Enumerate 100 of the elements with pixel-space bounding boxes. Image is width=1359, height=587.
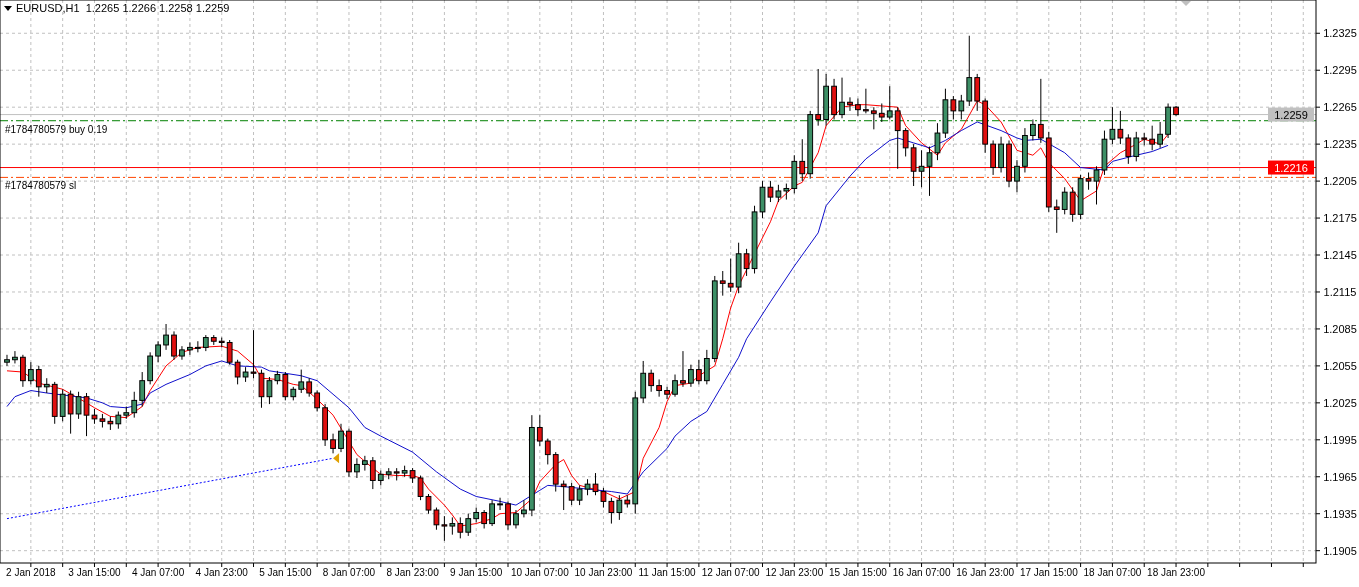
candlestick [505,500,511,531]
candlestick [648,369,655,393]
candlestick [695,359,702,385]
candlestick [608,497,615,525]
candlestick [1037,78,1044,144]
x-tick-label: 16 Jan 07:00 [892,567,951,578]
candlestick [1133,131,1140,162]
candlestick [330,433,336,454]
ref-line-label: 1.2216 [1274,161,1308,174]
candlestick [27,361,34,385]
candlestick [306,377,313,398]
candlestick [672,374,678,398]
y-tick-label: 1.2295 [1323,64,1357,77]
candlestick [282,371,289,401]
x-tick-label: 4 Jan 07:00 [131,567,185,578]
candlestick [4,354,10,367]
candlestick [171,330,177,361]
candlestick [441,515,448,542]
candlestick [1030,119,1036,141]
x-tick-label: 2 Jan 2018 [6,567,57,578]
y-tick-label: 1.1905 [1323,544,1357,557]
candlestick [886,85,893,120]
candlestick [521,499,527,518]
candlestick [67,390,74,435]
candlestick [894,106,901,170]
candlestick [998,136,1004,173]
candlestick [59,388,66,422]
candlestick [457,516,464,539]
candlestick [974,73,981,112]
ref-line-label: #1784780579 buy 0.19 [5,123,108,135]
candlestick [870,106,877,130]
candlestick [703,349,710,385]
y-tick-label: 1.2325 [1323,27,1357,40]
candlestick [966,35,973,107]
candlestick [847,96,853,112]
y-tick-label: 1.2205 [1323,175,1357,188]
candlestick [568,482,575,506]
x-tick-label: 16 Jan 23:00 [956,567,1015,578]
candlestick [799,138,806,182]
candlestick [576,484,583,506]
candlestick [878,102,885,123]
candlestick [481,509,488,530]
candlestick [1053,199,1060,234]
candlestick [616,494,623,521]
ref-line-label: 1.2259 [1274,108,1308,121]
candlestick [1157,121,1164,149]
y-tick-label: 1.2175 [1323,212,1357,225]
candlestick [465,513,472,537]
x-tick-label: 10 Jan 07:00 [510,567,570,578]
x-tick-label: 12 Jan 23:00 [765,567,824,578]
candlestick [1117,110,1124,145]
x-tick-label: 8 Jan 07:00 [322,567,376,578]
candlestick [163,323,169,351]
y-tick-label: 1.2145 [1323,249,1357,262]
candlestick [187,341,193,356]
candlestick [815,68,822,127]
x-tick-label: 3 Jan 15:00 [68,567,122,578]
candlestick [361,455,368,472]
candlestick [680,350,686,388]
x-tick-label: 11 Jan 15:00 [638,567,697,578]
candlestick [743,248,750,277]
candlestick [513,509,519,530]
y-tick-label: 1.2235 [1323,138,1357,151]
candlestick [958,94,965,120]
candlestick [910,143,917,187]
candlestick [1069,186,1076,223]
candlestick [298,369,305,394]
candlestick [12,350,18,364]
candlestick [656,378,662,398]
x-tick-label: 15 Jan 15:00 [829,567,888,578]
candlestick [139,371,146,408]
candlestick [536,414,543,447]
candlestick [727,258,734,293]
candlestick [1014,159,1020,193]
x-tick-label: 9 Jan 15:00 [450,567,503,578]
candlestick [497,497,503,511]
candlestick [226,339,233,366]
y-tick-label: 1.1965 [1323,470,1357,483]
candlestick [544,438,551,465]
candlestick [338,423,344,453]
candlestick [369,456,376,490]
candlestick [990,139,997,176]
candlestick [489,499,495,527]
y-tick-label: 1.2025 [1323,396,1357,409]
chart-title: EURUSD,H1 1.2265 1.2266 1.2258 1.2259 [16,2,230,14]
candlestick [354,457,360,479]
x-tick-label: 12 Jan 07:00 [701,567,761,578]
candlestick [560,479,567,511]
candlestick [664,386,670,400]
candlestick [902,127,909,157]
y-tick-label: 1.2115 [1323,285,1357,298]
x-tick-label: 10 Jan 23:00 [574,567,633,578]
candlestick [35,365,42,398]
x-tick-label: 17 Jan 15:00 [1019,567,1079,578]
candlestick [839,77,845,119]
y-tick-label: 1.1935 [1323,507,1357,520]
y-tick-label: 1.1995 [1323,433,1357,446]
candlestick [1109,106,1116,145]
candlestick [1061,186,1068,215]
candlestick [314,390,321,412]
